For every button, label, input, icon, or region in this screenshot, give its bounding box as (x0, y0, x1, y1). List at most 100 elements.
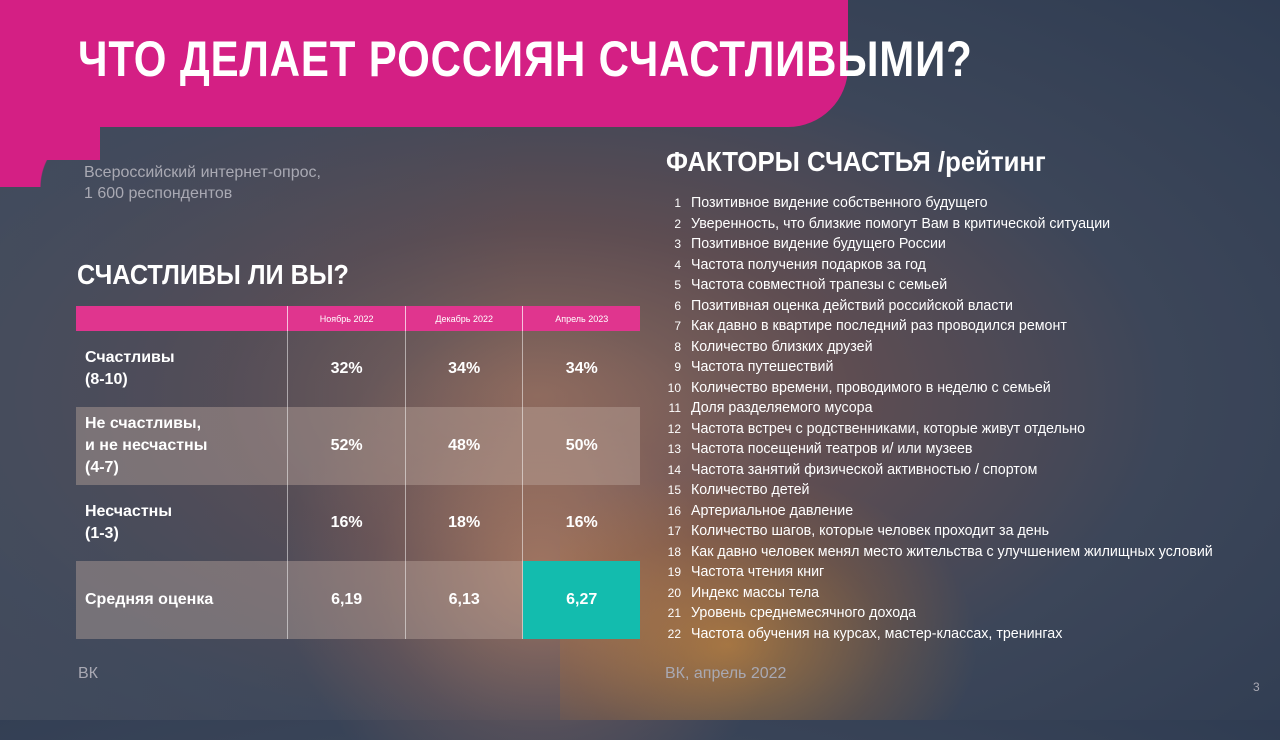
list-item: 13 Частота посещений театров и/ или музее… (664, 439, 1240, 460)
page-title: ЧТО ДЕЛАЕТ РОССИЯН СЧАСТЛИВЫМИ? (78, 31, 973, 87)
factor-rank: 19 (667, 565, 681, 579)
table-header-cell: Апрель 2023 (522, 306, 640, 331)
table-header-cell: Ноябрь 2022 (287, 306, 406, 331)
factor-text: Уверенность, что близкие помогут Вам в к… (691, 214, 1111, 232)
factor-text: Как давно в квартире последний раз прово… (691, 317, 1067, 334)
row-label-line: (8-10) (85, 371, 128, 388)
table-cell: 16% (287, 485, 406, 561)
factors-list: 1 Позитивное видение собственного будущег… (664, 193, 1240, 644)
table-cell: 48% (404, 407, 523, 485)
row-label: Несчастны (1-3) (76, 485, 288, 561)
table-cell: 6,19 (287, 561, 406, 639)
factor-text: Позитивная оценка действий российской вл… (691, 296, 1013, 314)
factor-text: Количество близких друзей (691, 337, 873, 355)
factor-rank: 6 (674, 298, 681, 313)
title-banner (0, 0, 848, 127)
list-item: 1 Позитивное видение собственного будущег… (664, 193, 1240, 214)
list-item: 19 Частота чтения книг (664, 562, 1240, 583)
table-cell: 50% (522, 407, 640, 485)
factor-text: Частота совместной трапезы с семьей (691, 276, 948, 293)
table-cell: 34% (522, 331, 640, 407)
table-cell: 32% (287, 331, 406, 407)
list-item: 14 Частота занятий физической активностью… (664, 460, 1240, 481)
factor-rank: 13 (667, 442, 681, 456)
row-label: Средняя оценка (85, 591, 214, 608)
row-label: Счастливы (8-10) (76, 331, 288, 407)
factor-text: Количество шагов, которые человек проход… (691, 522, 1050, 539)
table-row: Счастливы (8-10) 32% 34% 34% (76, 331, 640, 407)
survey-line-1: Всероссийский интернет-опрос, (84, 164, 321, 181)
factor-text: Частота посещений театров и/ или музеев (691, 440, 973, 457)
factor-text: Частота чтения книг (691, 563, 825, 580)
factor-text: Как давно человек менял место жительства… (691, 542, 1213, 560)
factor-rank: 10 (667, 380, 681, 395)
factor-rank: 22 (667, 626, 681, 641)
list-item: 3 Позитивное видение будущего России (664, 234, 1240, 255)
row-label: Не счастливы, и не несчастны (4-7) (76, 407, 288, 485)
list-item: 7 Как давно в квартире последний раз пров… (664, 316, 1240, 337)
factor-text: Частота путешествий (691, 358, 834, 375)
row-label-line: Счастливы (85, 349, 175, 366)
factor-text: Частота получения подарков за год (691, 255, 926, 273)
list-item: 20 Индекс массы тела (664, 583, 1240, 604)
happiness-table: Ноябрь 2022 Декабрь 2022 Апрель 2023 Сча… (76, 306, 640, 639)
row-label-line: Не счастливы, (85, 415, 202, 432)
factor-rank: 16 (667, 503, 681, 518)
factor-rank: 14 (667, 462, 681, 477)
list-item: 2 Уверенность, что близкие помогут Вам в … (664, 214, 1240, 235)
list-item: 17 Количество шагов, которые человек прох… (664, 521, 1240, 542)
footer-source-left: ВК (78, 665, 98, 682)
list-item: 21 Уровень среднемесячного дохода (664, 603, 1240, 624)
list-item: 11 Доля разделяемого мусора (664, 398, 1240, 419)
table-header-empty (76, 306, 288, 331)
factor-text: Частота занятий физической активностью /… (691, 460, 1038, 478)
factor-rank: 7 (674, 319, 681, 333)
page-number: 3 (1253, 680, 1260, 694)
happiness-section-title: СЧАСТЛИВЫ ЛИ ВЫ? (77, 259, 349, 290)
factor-text: Уровень среднемесячного дохода (691, 604, 917, 621)
factor-text: Позитивное видение собственного будущего (691, 194, 988, 211)
factor-text: Количество детей (691, 481, 810, 498)
factor-rank: 15 (667, 483, 681, 497)
factor-rank: 21 (667, 606, 681, 620)
title-banner-curve (0, 127, 100, 187)
list-item: 4 Частота получения подарков за год (664, 255, 1240, 276)
factor-rank: 11 (668, 401, 681, 415)
list-item: 12 Частота встреч с родственниками, котор… (664, 419, 1240, 440)
factor-text: Доля разделяемого мусора (691, 399, 873, 416)
factor-rank: 9 (674, 360, 681, 374)
row-label-line: и не несчастны (85, 437, 208, 454)
factors-title: ФАКТОРЫ СЧАСТЬЯ /рейтинг (666, 146, 1046, 177)
factor-text: Частота встреч с родственниками, которые… (691, 419, 1086, 437)
table-row-average: Средняя оценка 6,19 6,13 6,27 (76, 561, 640, 639)
factor-rank: 5 (674, 278, 681, 292)
table-header-row: Ноябрь 2022 Декабрь 2022 Апрель 2023 (76, 306, 640, 331)
list-item: 6 Позитивная оценка действий российской в… (664, 296, 1240, 317)
survey-info: Всероссийский интернет-опрос, 1 600 респ… (84, 162, 321, 204)
factor-text: Частота обучения на курсах, мастер-класс… (691, 624, 1063, 642)
factor-rank: 17 (667, 524, 681, 538)
table-cell: 18% (404, 485, 523, 561)
table-cell: 34% (404, 331, 523, 407)
list-item: 9 Частота путешествий (664, 357, 1240, 378)
table-cell: 6,13 (404, 561, 523, 639)
factor-rank: 18 (667, 544, 681, 559)
table-header-cell: Декабрь 2022 (404, 306, 523, 331)
survey-line-2: 1 600 респондентов (84, 185, 233, 202)
factor-rank: 12 (667, 421, 681, 436)
factor-text: Индекс массы тела (691, 583, 820, 601)
factor-text: Артериальное давление (691, 501, 854, 519)
factor-rank: 8 (674, 339, 681, 354)
table-cell: 52% (287, 407, 406, 485)
list-item: 16 Артериальное давление (664, 501, 1240, 522)
factor-rank: 3 (674, 237, 681, 251)
factor-rank: 20 (667, 585, 681, 600)
row-label-line: Несчастны (85, 503, 172, 520)
list-item: 22 Частота обучения на курсах, мастер-кла… (664, 624, 1240, 645)
list-item: 15 Количество детей (664, 480, 1240, 501)
table-cell-highlighted: 6,27 (522, 561, 640, 639)
factor-text: Позитивное видение будущего России (691, 235, 946, 252)
factor-rank: 1 (674, 196, 681, 210)
list-item: 10 Количество времени, проводимого в неде… (664, 378, 1240, 399)
table-row: Несчастны (1-3) 16% 18% 16% (76, 485, 640, 561)
